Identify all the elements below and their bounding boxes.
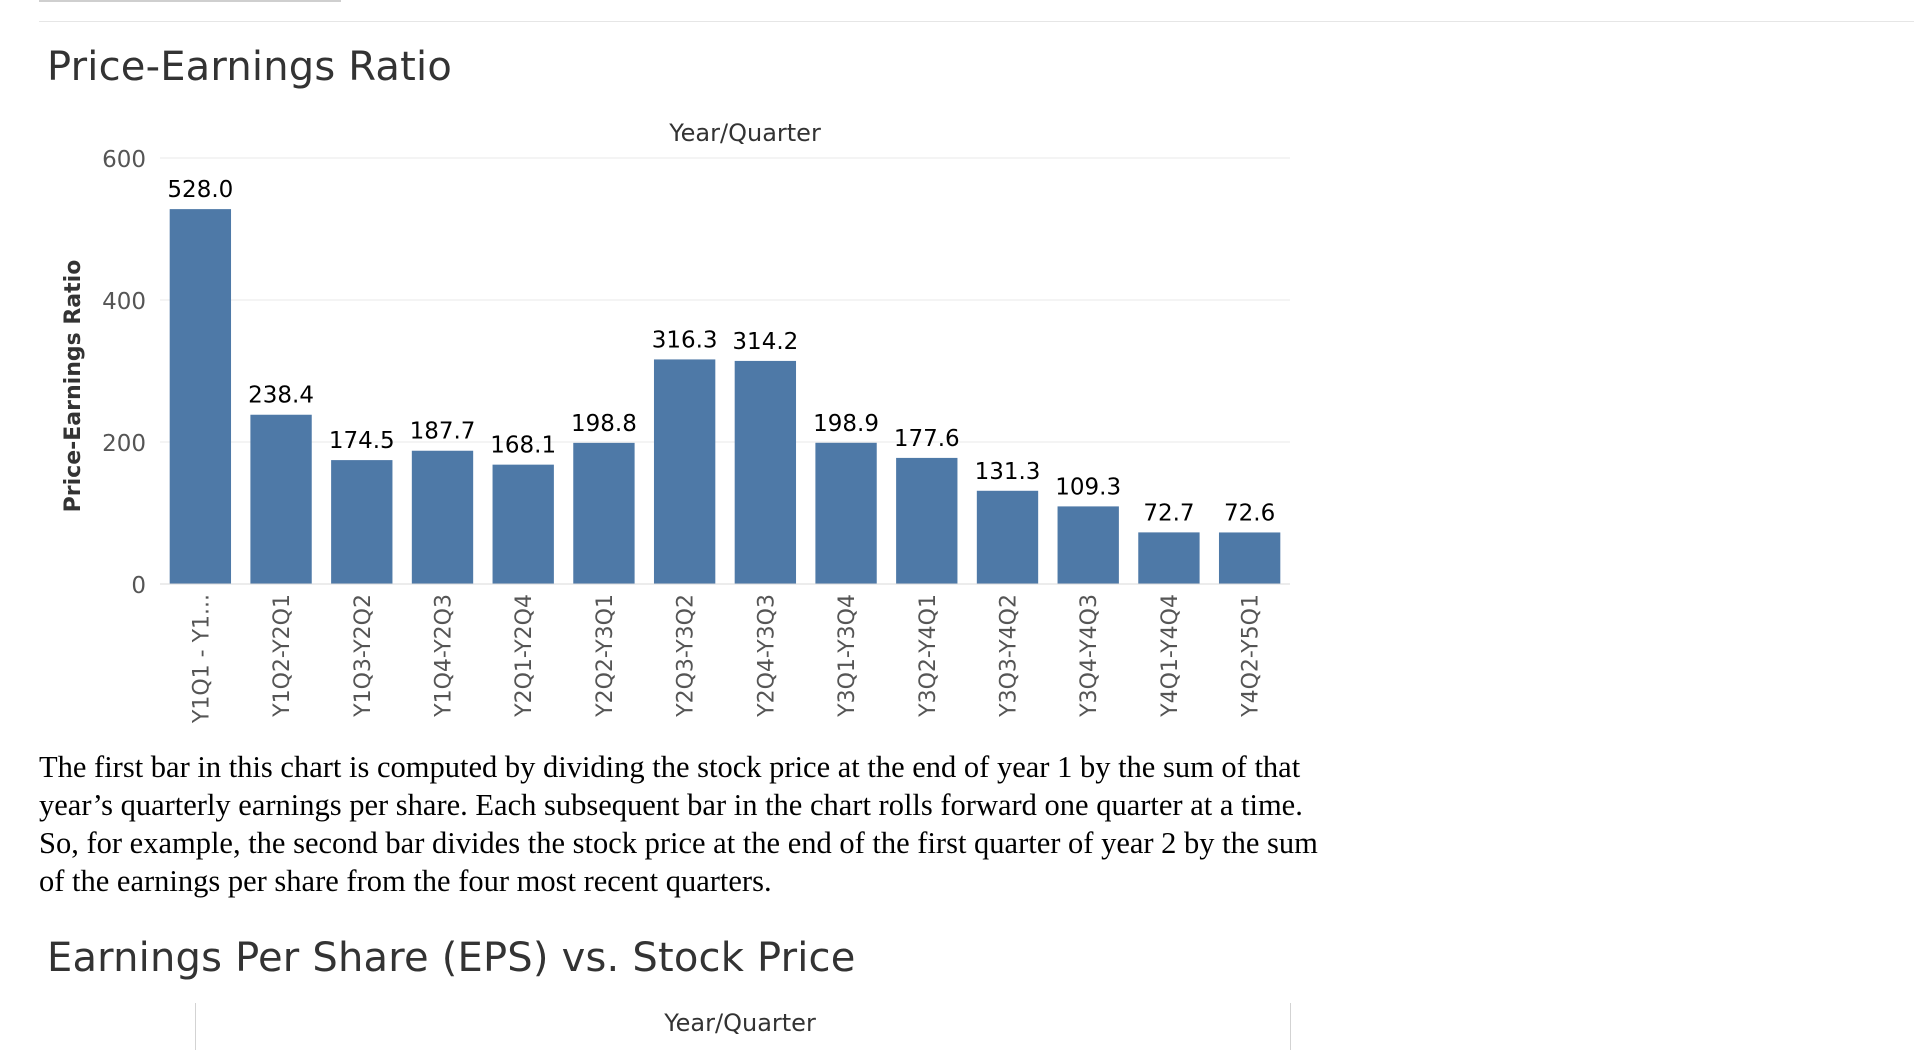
x-category-label: Y1Q2-Y2Q1 [270,594,295,718]
top-tab-indicator [39,0,341,2]
bar [411,450,474,584]
x-category-label: Y4Q2-Y5Q1 [1239,594,1264,718]
bar [331,460,393,584]
bar-data-label: 187.7 [410,419,476,445]
x-category-label: Y2Q3-Y3Q2 [674,594,699,718]
x-category-label: Y1Q1 - Y1... [189,594,214,724]
x-category-label: Y3Q1-Y3Q4 [835,594,860,718]
pe-chart-container: Year/Quarter 0 200 400 600 Price-Earnings Rat… [0,110,1310,740]
eps-section-title: Earnings Per Share (EPS) vs. Stock Price [47,935,856,981]
x-category-label: Y3Q3-Y4Q2 [997,594,1022,718]
x-axis-title: Year/Quarter [668,119,821,147]
bar-data-label: 314.2 [732,329,798,355]
bar [1138,532,1200,584]
bar-data-label: 528.0 [167,177,233,203]
x-category-label: Y1Q4-Y2Q3 [432,594,457,718]
bar-data-label: 238.4 [248,383,314,409]
x-category-label: Y3Q2-Y4Q1 [916,594,941,718]
bar-data-label: 316.3 [652,327,718,353]
bar-data-label: 168.1 [490,433,556,459]
x-category-label: Y2Q1-Y2Q4 [512,594,537,718]
bar-data-label: 72.7 [1143,500,1194,526]
x-category-label: Y2Q4-Y3Q3 [754,594,779,718]
y-tick-label: 0 [131,573,146,599]
top-divider [39,21,1914,22]
bar-data-label: 174.5 [329,428,395,454]
bar-data-label: 198.9 [813,411,879,437]
x-category-label: Y4Q1-Y4Q4 [1158,594,1183,718]
y-tick-label: 400 [102,289,146,315]
bar [1218,532,1281,584]
bar [169,209,232,584]
bar [250,414,312,584]
x-category-label: Y1Q3-Y2Q2 [351,594,376,718]
x-category-label: Y2Q2-Y3Q1 [593,594,618,718]
bar [896,457,958,584]
bar-data-label: 131.3 [975,459,1041,485]
eps-x-axis-title: Year/Quarter [664,1009,816,1037]
y-tick-label: 200 [102,431,146,457]
bar [1057,506,1119,584]
bar [653,359,716,584]
pe-bar-chart: Year/Quarter 0 200 400 600 Price-Earnings Rat… [61,119,1290,724]
eps-chart-frame-left [195,1003,196,1050]
y-tick-label: 600 [102,147,146,173]
bar-data-label: 177.6 [894,426,960,452]
eps-chart-frame-right [1290,1003,1291,1050]
bar [815,442,877,584]
bar-data-label: 198.8 [571,411,637,437]
bar [573,442,635,584]
pe-section-title: Price-Earnings Ratio [47,44,452,90]
x-category-label: Y3Q4-Y4Q3 [1077,594,1102,718]
y-axis-title: Price-Earnings Ratio [61,260,86,513]
bar [492,464,554,584]
bar [976,490,1039,584]
chart-description: The first bar in this chart is computed … [39,750,1318,898]
bar-data-label: 109.3 [1055,474,1121,500]
bar [734,360,797,584]
bar-data-label: 72.6 [1224,500,1275,526]
